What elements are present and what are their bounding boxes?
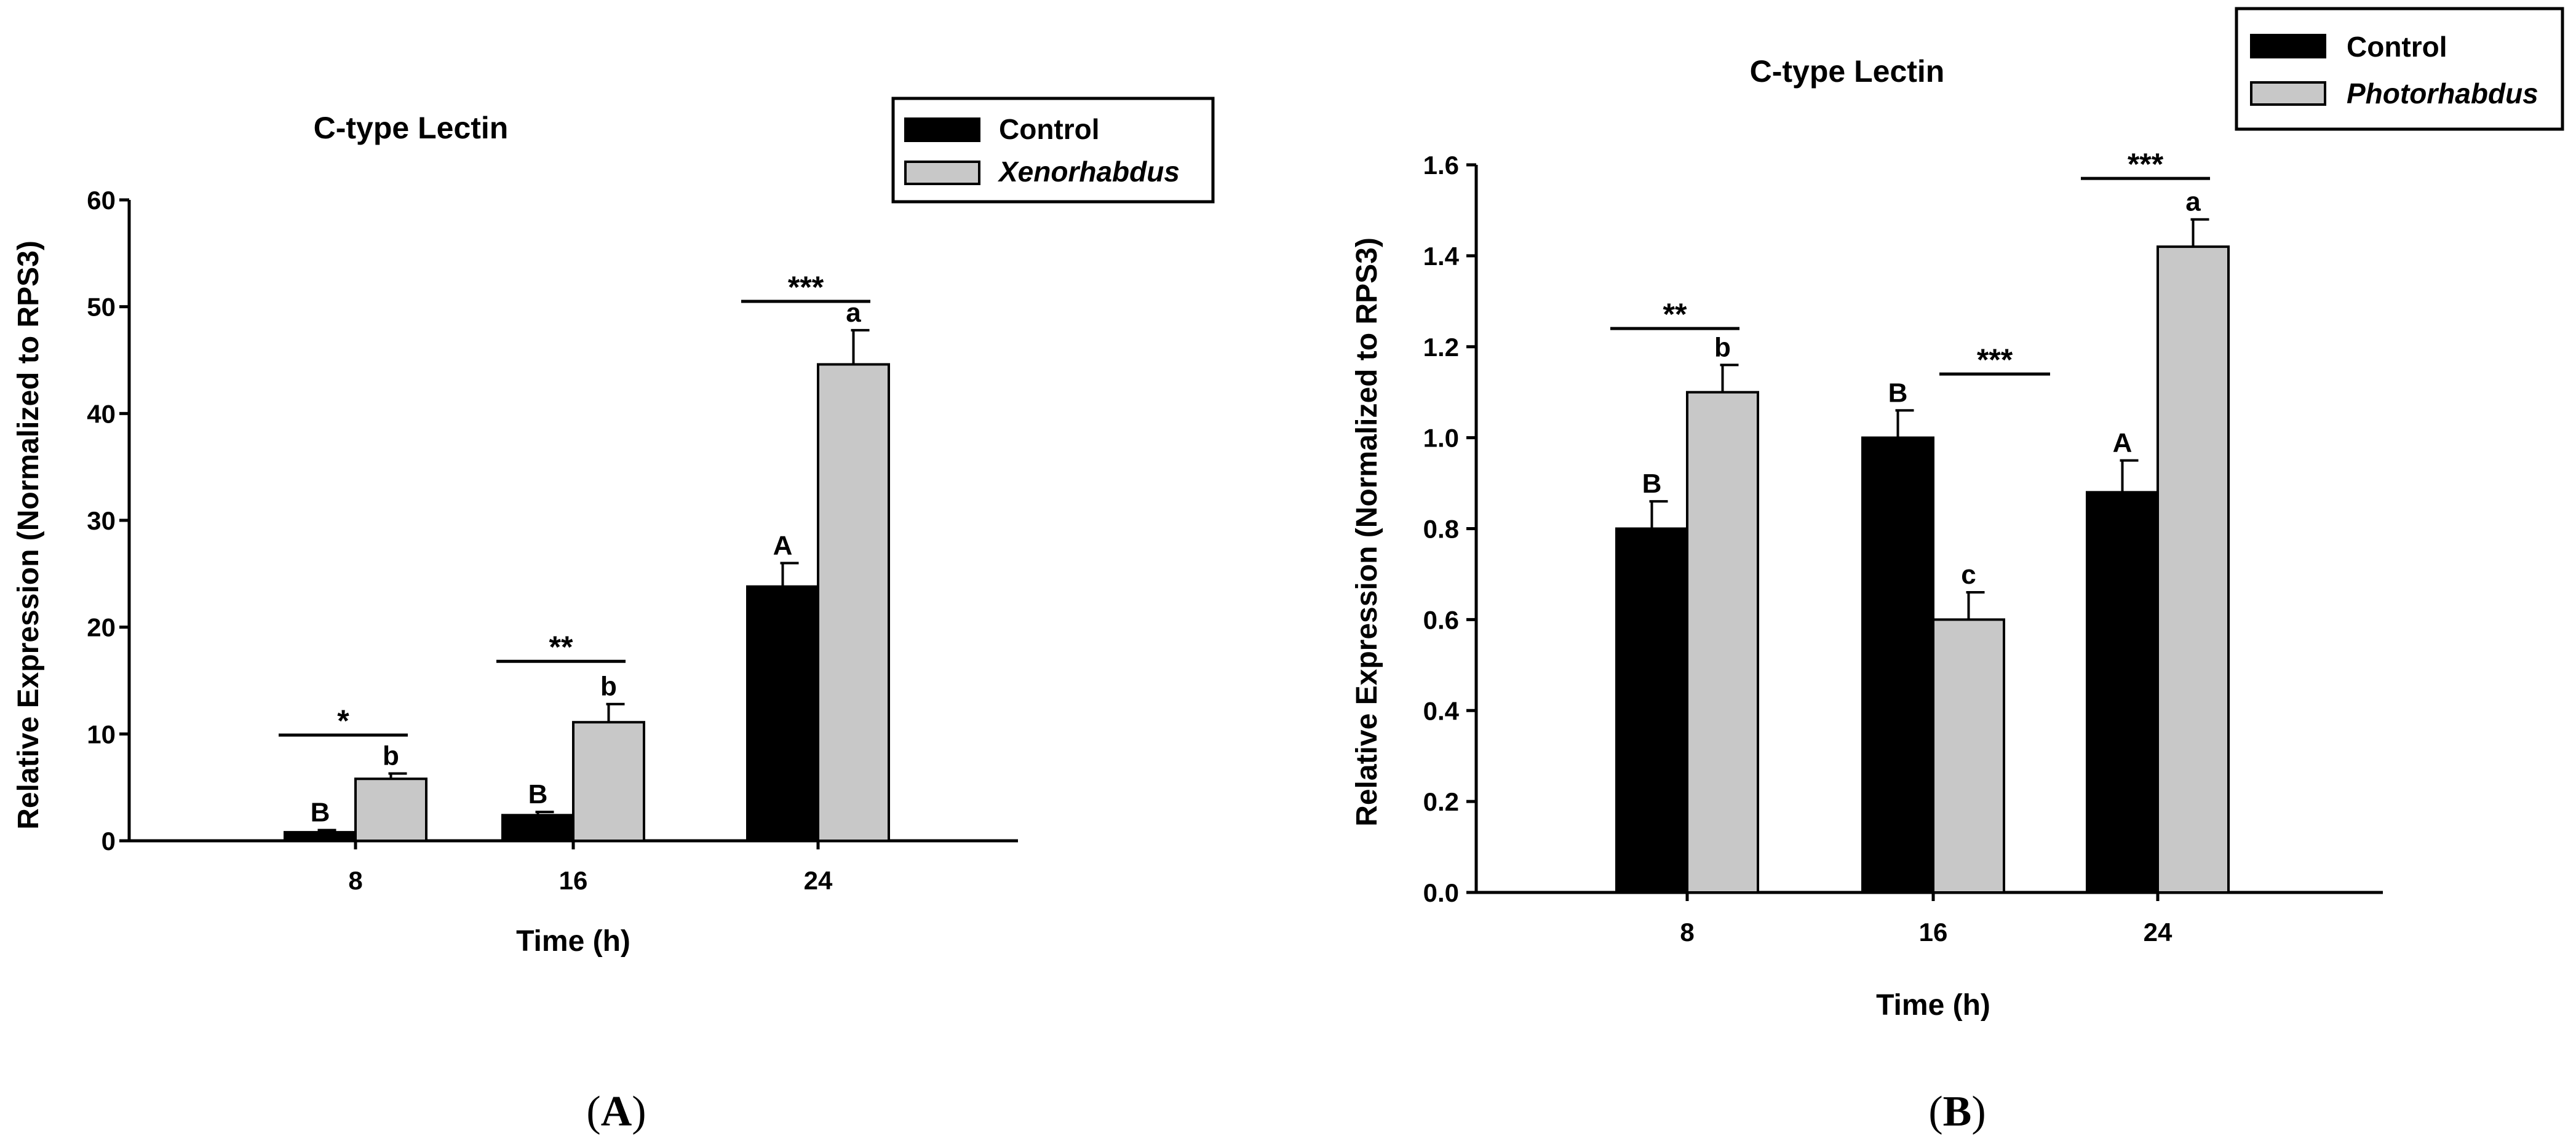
y-tick-label: 1.2 xyxy=(1423,333,1459,362)
y-tick-label: 0.0 xyxy=(1423,878,1459,907)
panel-label-b-close: ) xyxy=(1971,1088,1986,1135)
y-tick-label: 0.6 xyxy=(1423,605,1459,634)
significance-letter: B xyxy=(1888,378,1908,408)
panel-label-a-letter: A xyxy=(601,1088,632,1135)
y-axis-label: Relative Expression (Normalized to RPS3) xyxy=(12,240,45,830)
y-tick-label: 60 xyxy=(87,186,116,215)
bar-treatment xyxy=(572,721,645,842)
panel-label-b-letter: B xyxy=(1943,1088,1972,1135)
bars xyxy=(284,328,890,843)
x-tick-label: 16 xyxy=(1919,918,1948,947)
bar-control xyxy=(284,831,357,843)
bar-control xyxy=(1861,436,1934,894)
significance-letter: c xyxy=(1961,560,1976,590)
chart-panel-a: C-type Lectin Relative Expression (Norma… xyxy=(12,97,1215,958)
y-tick-label: 10 xyxy=(87,720,116,749)
chart-title: C-type Lectin xyxy=(314,111,509,145)
significance-letter: A xyxy=(773,530,793,560)
legend-label-control: Control xyxy=(2347,31,2447,63)
y-tick-label: 40 xyxy=(87,399,116,428)
chart-title: C-type Lectin xyxy=(1750,54,1945,89)
bar-treatment xyxy=(354,777,427,842)
significance-stars: * xyxy=(337,704,349,738)
y-ticks: 0.0 0.2 0.4 0.6 0.8 1.0 1.2 1.4 1.6 xyxy=(1423,151,1476,907)
x-tick-label: 8 xyxy=(1680,918,1694,947)
legend-swatch-control xyxy=(904,117,980,142)
y-ticks: 0 10 20 30 40 50 60 xyxy=(87,186,129,856)
bar-treatment xyxy=(1686,391,1759,894)
panel-label-a-close: ) xyxy=(632,1088,646,1135)
x-tick-label: 24 xyxy=(804,866,833,895)
y-tick-label: 20 xyxy=(87,613,116,642)
x-axis-label: Time (h) xyxy=(1876,989,1990,1022)
legend-box xyxy=(2235,7,2564,131)
significance-letter: b xyxy=(1714,332,1731,362)
x-tick-label: 16 xyxy=(559,866,588,895)
y-tick-label: 1.4 xyxy=(1423,242,1460,271)
legend-label-treatment: Xenorhabdus xyxy=(997,156,1180,188)
x-tick-label: 8 xyxy=(348,866,362,895)
x-ticks: 8 16 24 xyxy=(1680,892,2173,947)
bar-treatment xyxy=(2157,245,2230,894)
bar-treatment xyxy=(817,363,890,842)
x-ticks: 8 16 24 xyxy=(348,841,833,895)
significance-stars: ** xyxy=(1663,297,1687,332)
panel-label-a-open: ( xyxy=(586,1088,600,1135)
bar-control xyxy=(1615,527,1688,894)
significance-stars: *** xyxy=(788,270,824,304)
y-tick-label: 50 xyxy=(87,293,116,322)
bar-control xyxy=(746,585,819,842)
x-axis-label: Time (h) xyxy=(516,925,630,958)
legend-label-control: Control xyxy=(999,113,1100,145)
bars xyxy=(1615,218,2230,894)
bar-treatment xyxy=(1932,618,2005,894)
panel-label-a: (A) xyxy=(586,1088,646,1135)
panel-label-b-open: ( xyxy=(1928,1088,1942,1135)
significance-letter: B xyxy=(528,779,548,809)
significance-letter: b xyxy=(383,741,399,771)
y-tick-label: 30 xyxy=(87,506,116,535)
significance-stars: ** xyxy=(549,630,573,664)
bar-control xyxy=(2086,491,2159,894)
y-tick-label: 0.2 xyxy=(1423,787,1459,816)
legend-swatch-control xyxy=(2250,34,2326,58)
legend-swatch-treatment xyxy=(904,161,980,185)
y-axis-label: Relative Expression (Normalized to RPS3) xyxy=(1351,237,1383,827)
legend-swatch-treatment xyxy=(2250,81,2326,106)
significance-letter: b xyxy=(600,672,617,702)
legend: Control Xenorhabdus xyxy=(891,97,1215,204)
significance-letter: B xyxy=(1642,469,1662,499)
significance-letter: a xyxy=(2185,187,2201,217)
y-tick-label: 0.4 xyxy=(1423,696,1460,725)
legend: Control Photorhabdus xyxy=(2235,7,2564,131)
bar-control xyxy=(501,814,574,842)
significance-letter: A xyxy=(2113,428,2133,458)
y-tick-label: 0 xyxy=(101,827,116,856)
significance-stars: *** xyxy=(1977,343,2013,377)
chart-panel-b: C-type Lectin Relative Expression (Norma… xyxy=(1351,7,2564,1022)
legend-label-treatment: Photorhabdus xyxy=(2347,77,2538,109)
x-tick-label: 24 xyxy=(2144,918,2173,947)
y-tick-label: 1.0 xyxy=(1423,424,1459,453)
significance-stars: *** xyxy=(2128,147,2164,181)
significance-letter: B xyxy=(311,798,330,828)
y-tick-label: 0.8 xyxy=(1423,515,1459,544)
y-tick-label: 1.6 xyxy=(1423,151,1459,180)
panel-label-b: (B) xyxy=(1928,1088,1986,1135)
